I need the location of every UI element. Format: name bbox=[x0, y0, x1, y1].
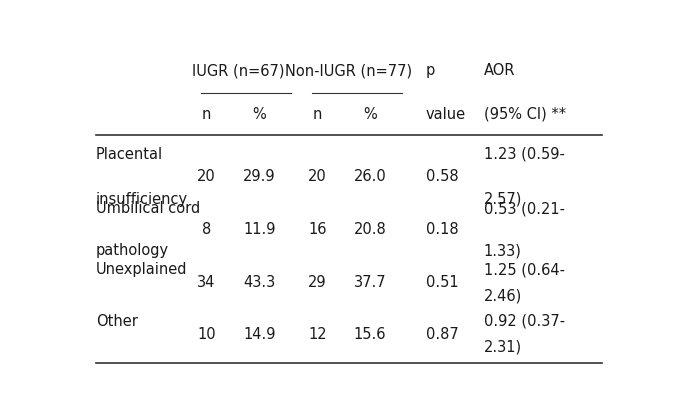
Text: 26.0: 26.0 bbox=[353, 169, 387, 184]
Text: 0.87: 0.87 bbox=[426, 327, 458, 342]
Text: Other: Other bbox=[95, 314, 138, 329]
Text: 10: 10 bbox=[197, 327, 216, 342]
Text: 16: 16 bbox=[308, 222, 327, 237]
Text: 20.8: 20.8 bbox=[353, 222, 387, 237]
Text: 34: 34 bbox=[197, 275, 216, 290]
Text: Non-IUGR (n=77): Non-IUGR (n=77) bbox=[285, 63, 413, 78]
Text: 1.33): 1.33) bbox=[484, 243, 522, 258]
Text: 12: 12 bbox=[308, 327, 327, 342]
Text: %: % bbox=[253, 107, 266, 122]
Text: 0.92 (0.37-: 0.92 (0.37- bbox=[484, 314, 565, 329]
Text: Unexplained: Unexplained bbox=[95, 262, 187, 277]
Text: (95% CI) **: (95% CI) ** bbox=[484, 107, 566, 122]
Text: 0.18: 0.18 bbox=[426, 222, 458, 237]
Text: 14.9: 14.9 bbox=[243, 327, 276, 342]
Text: 15.6: 15.6 bbox=[354, 327, 386, 342]
Text: 43.3: 43.3 bbox=[243, 275, 275, 290]
Text: 29.9: 29.9 bbox=[243, 169, 276, 184]
Text: 20: 20 bbox=[197, 169, 216, 184]
Text: %: % bbox=[363, 107, 377, 122]
Text: 0.51: 0.51 bbox=[426, 275, 458, 290]
Text: 0.53 (0.21-: 0.53 (0.21- bbox=[484, 201, 565, 216]
Text: 20: 20 bbox=[308, 169, 327, 184]
Text: 8: 8 bbox=[202, 222, 211, 237]
Text: 11.9: 11.9 bbox=[243, 222, 276, 237]
Text: 2.31): 2.31) bbox=[484, 339, 522, 354]
Text: 29: 29 bbox=[308, 275, 327, 290]
Text: 0.58: 0.58 bbox=[426, 169, 458, 184]
Text: AOR: AOR bbox=[484, 63, 515, 78]
Text: 1.23 (0.59-: 1.23 (0.59- bbox=[484, 147, 565, 162]
Text: value: value bbox=[426, 107, 466, 122]
Text: Placental: Placental bbox=[95, 147, 163, 162]
Text: 2.57): 2.57) bbox=[484, 192, 522, 207]
Text: 1.25 (0.64-: 1.25 (0.64- bbox=[484, 262, 565, 277]
Text: 2.46): 2.46) bbox=[484, 288, 522, 303]
Text: n: n bbox=[202, 107, 211, 122]
Text: 37.7: 37.7 bbox=[354, 275, 386, 290]
Text: n: n bbox=[313, 107, 322, 122]
Text: p: p bbox=[426, 63, 434, 78]
Text: pathology: pathology bbox=[95, 243, 169, 258]
Text: IUGR (n=67): IUGR (n=67) bbox=[192, 63, 285, 78]
Text: insufficiency: insufficiency bbox=[95, 192, 188, 207]
Text: Umbilical cord: Umbilical cord bbox=[95, 201, 200, 216]
